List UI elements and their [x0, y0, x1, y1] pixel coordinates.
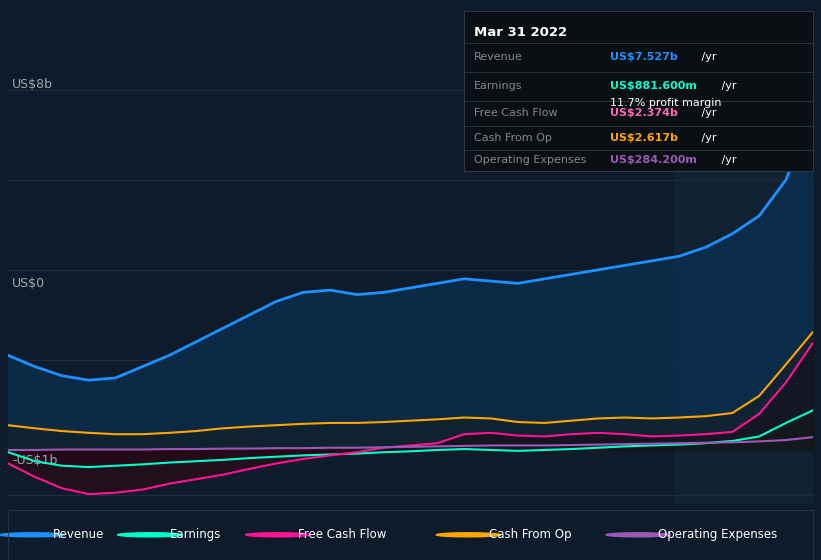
Text: Revenue: Revenue: [475, 53, 523, 63]
Text: Cash From Op: Cash From Op: [475, 133, 553, 143]
Text: Operating Expenses: Operating Expenses: [658, 528, 777, 542]
Text: US$0: US$0: [12, 277, 45, 290]
Text: /yr: /yr: [699, 133, 717, 143]
Text: /yr: /yr: [718, 156, 736, 165]
Circle shape: [117, 533, 182, 537]
Text: Free Cash Flow: Free Cash Flow: [298, 528, 386, 542]
Text: Mar 31 2022: Mar 31 2022: [475, 26, 567, 39]
Circle shape: [0, 533, 65, 537]
Text: /yr: /yr: [699, 53, 717, 63]
Text: Free Cash Flow: Free Cash Flow: [475, 108, 558, 118]
Text: US$2.374b: US$2.374b: [610, 108, 678, 118]
Text: US$881.600m: US$881.600m: [610, 81, 697, 91]
Text: 11.7% profit margin: 11.7% profit margin: [610, 98, 722, 108]
Text: /yr: /yr: [718, 81, 736, 91]
Text: /yr: /yr: [699, 108, 717, 118]
Text: US$284.200m: US$284.200m: [610, 156, 697, 165]
Text: Earnings: Earnings: [475, 81, 523, 91]
Bar: [674, 67, 813, 504]
Text: Cash From Op: Cash From Op: [488, 528, 571, 542]
Text: Earnings: Earnings: [170, 528, 222, 542]
Text: -US$1b: -US$1b: [12, 454, 57, 467]
Text: US$8b: US$8b: [12, 78, 53, 91]
Text: US$7.527b: US$7.527b: [610, 53, 678, 63]
Text: Operating Expenses: Operating Expenses: [475, 156, 587, 165]
Text: Revenue: Revenue: [53, 528, 103, 542]
Circle shape: [245, 533, 310, 537]
Circle shape: [436, 533, 501, 537]
Circle shape: [606, 533, 671, 537]
Text: US$2.617b: US$2.617b: [610, 133, 678, 143]
